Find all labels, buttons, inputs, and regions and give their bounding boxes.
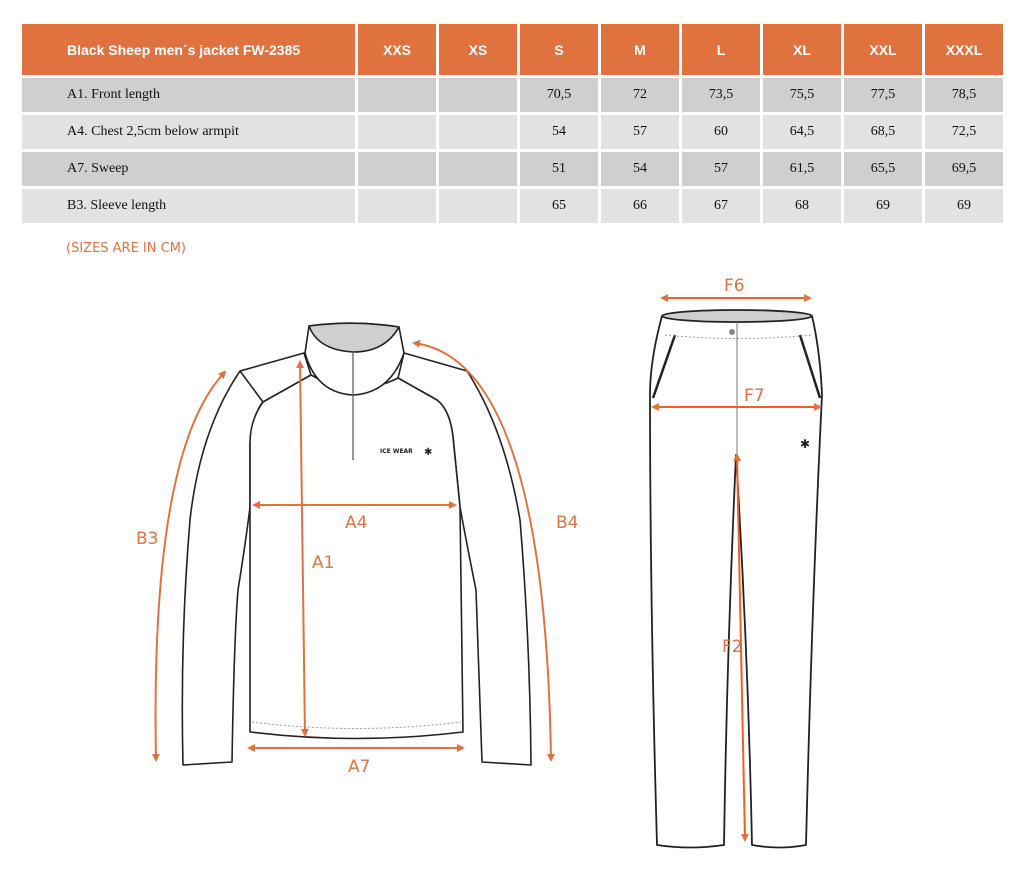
size-header: XS [439, 24, 517, 75]
table-row: A4. Chest 2,5cm below armpit 54 57 60 64,5 68… [22, 115, 1003, 149]
size-header: XXS [358, 24, 436, 75]
measurement-value: 54 [520, 115, 598, 149]
size-header: XXL [844, 24, 922, 75]
collar-inside [308, 322, 400, 353]
label-f7: F7 [744, 386, 765, 406]
measurement-label: B3. Sleeve length [22, 189, 355, 223]
pants-drawing: ✱ [649, 309, 823, 849]
measurement-value: 57 [601, 115, 679, 149]
table-row: B3. Sleeve length 65 66 67 68 69 69 [22, 189, 1003, 223]
measurement-value [358, 78, 436, 112]
measurement-value [358, 115, 436, 149]
measurement-value: 77,5 [844, 78, 922, 112]
arrow-b4 [412, 339, 555, 762]
label-f2: F2 [722, 637, 743, 657]
pants-button [729, 329, 735, 335]
size-chart-table: Black Sheep men´s jacket FW-2385 XXS XS … [19, 21, 1006, 226]
measurement-value: 69 [844, 189, 922, 223]
measurement-value: 61,5 [763, 152, 841, 186]
jacket-measurements [151, 339, 555, 762]
measurement-value: 67 [682, 189, 760, 223]
measurement-value: 72,5 [925, 115, 1003, 149]
measurement-value: 78,5 [925, 78, 1003, 112]
measurement-value: 70,5 [520, 78, 598, 112]
measurement-label: A4. Chest 2,5cm below armpit [22, 115, 355, 149]
size-header: S [520, 24, 598, 75]
measurement-value: 54 [601, 152, 679, 186]
size-header: XL [763, 24, 841, 75]
measurement-value: 64,5 [763, 115, 841, 149]
size-header: L [682, 24, 760, 75]
measurement-value: 60 [682, 115, 760, 149]
ice-wear-logo: ICE WEAR [380, 448, 413, 455]
table-title: Black Sheep men´s jacket FW-2385 [22, 24, 355, 75]
units-note: (SIZES ARE IN CM) [66, 241, 186, 256]
snowflake-icon: ✱ [424, 447, 432, 458]
jacket-drawing: ICE WEAR ✱ [181, 322, 532, 766]
table-row: A7. Sweep 51 54 57 61,5 65,5 69,5 [22, 152, 1003, 186]
label-a7: A7 [348, 757, 370, 777]
measurement-value: 72 [601, 78, 679, 112]
pants-waistband [661, 309, 813, 323]
pants-measurements [651, 294, 822, 842]
measurement-value: 73,5 [682, 78, 760, 112]
measurement-value: 57 [682, 152, 760, 186]
measurement-value: 66 [601, 189, 679, 223]
snowflake-icon: ✱ [800, 437, 810, 451]
pants-outline [649, 315, 823, 849]
measurement-value: 68 [763, 189, 841, 223]
arrow-f2 [733, 453, 749, 842]
measurement-value: 69,5 [925, 152, 1003, 186]
size-header: XXXL [925, 24, 1003, 75]
jacket-body [249, 374, 464, 740]
label-a4: A4 [345, 513, 367, 533]
measurement-value: 65,5 [844, 152, 922, 186]
measurement-label: A7. Sweep [22, 152, 355, 186]
size-header: M [601, 24, 679, 75]
measurement-label: A1. Front length [22, 78, 355, 112]
measurement-value [439, 189, 517, 223]
table-header-row: Black Sheep men´s jacket FW-2385 XXS XS … [22, 24, 1003, 75]
label-b4: B4 [556, 513, 578, 533]
measurement-value [358, 152, 436, 186]
measurement-value [439, 115, 517, 149]
measurement-value: 68,5 [844, 115, 922, 149]
table-row: A1. Front length 70,5 72 73,5 75,5 77,5 78,5 [22, 78, 1003, 112]
arrow-b3 [151, 370, 227, 762]
label-a1: A1 [312, 553, 334, 573]
measurement-value [439, 78, 517, 112]
arrow-a1 [296, 360, 309, 737]
measurement-value [358, 189, 436, 223]
measurement-value: 65 [520, 189, 598, 223]
measurement-value: 51 [520, 152, 598, 186]
label-f6: F6 [724, 276, 745, 296]
measurement-value: 75,5 [763, 78, 841, 112]
measurement-value: 69 [925, 189, 1003, 223]
measurement-value [439, 152, 517, 186]
label-b3: B3 [136, 529, 158, 549]
